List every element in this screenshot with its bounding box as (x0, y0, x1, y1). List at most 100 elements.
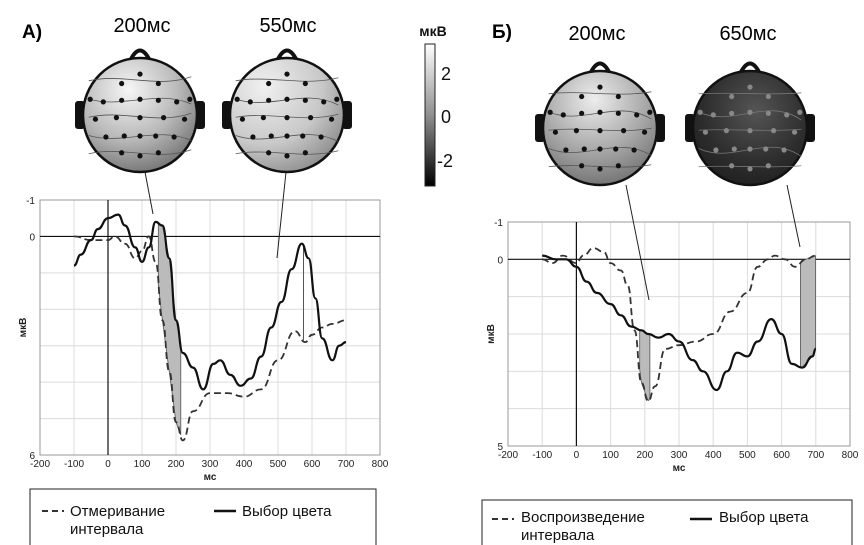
contour-line (548, 91, 652, 95)
electrode-dot (260, 115, 267, 121)
electrode-dot (284, 133, 290, 139)
electrode-dot (284, 115, 290, 121)
electrode-dot (729, 163, 735, 169)
x-tick-label: 400 (236, 459, 253, 470)
electrode-dot (155, 150, 161, 156)
electrode-dot (647, 109, 653, 115)
electrode-dot (137, 96, 143, 102)
electrode-dot (747, 109, 753, 115)
electrode-dot (300, 133, 306, 139)
electrode-dot (713, 147, 719, 153)
erp-chart-a: -200 -100 0 100 200 300 400 500 600 700 800 -1 0 6 мс м… (18, 196, 389, 483)
plot-frame (39, 199, 381, 456)
y-tick-label: -1 (494, 218, 503, 229)
electrode-dot (791, 129, 798, 135)
electrode-dot (266, 80, 272, 87)
electrode-dot (302, 80, 308, 87)
electrode-dot (573, 128, 580, 134)
map-b2-label: 650мс (719, 23, 776, 45)
electrode-dot (597, 146, 603, 152)
electrode-dot (187, 96, 193, 102)
electrode-dot (103, 134, 109, 140)
series-line-dashed (73, 235, 347, 442)
electrode-dot (160, 115, 167, 121)
legend-a-dashed-label-1: Отмеривание (70, 503, 165, 520)
electrode-dot (597, 166, 603, 172)
legend-a-dashed-label-2: интервала (70, 521, 144, 538)
electrode-dot (268, 133, 274, 139)
electrode-dot (763, 146, 769, 152)
electrode-dot (266, 97, 272, 103)
electrode-dot (153, 133, 159, 139)
electrode-dot (247, 99, 253, 105)
leader-line (276, 171, 287, 259)
electrode-dot (702, 129, 709, 135)
electrode-dot (137, 133, 143, 139)
y-tick-label: 0 (29, 232, 35, 243)
electrode-dot (113, 115, 120, 121)
series-line-dashed (542, 247, 816, 403)
electrode-dot (597, 84, 603, 90)
map-b1-label: 200мс (568, 23, 625, 45)
plot-frame (507, 221, 851, 447)
electrode-dot (87, 96, 93, 102)
scalp (691, 69, 809, 187)
electrode-dot (579, 163, 585, 169)
x-axis-title: мс (673, 463, 686, 474)
electrode-dot (284, 96, 290, 102)
x-tick-label: 500 (739, 450, 756, 461)
significance-shade (800, 255, 816, 368)
x-tick-label: 500 (270, 459, 287, 470)
electrode-dot (552, 129, 559, 135)
x-tick-label: -100 (64, 459, 84, 470)
electrode-dot (155, 97, 161, 103)
electrode-dot (729, 110, 735, 116)
electrode-dot (579, 93, 585, 100)
legend-a-solid-label: Выбор цвета (242, 503, 332, 520)
electrode-dot (597, 109, 603, 115)
x-tick-label: -200 (498, 450, 518, 461)
leader-line (144, 171, 154, 215)
colorbar-tick-2: 2 (441, 64, 451, 84)
colorbar-gradient (424, 43, 436, 187)
topomap-b-200 (535, 61, 665, 187)
topomap-b-650 (685, 61, 815, 187)
electrode-dot (302, 150, 308, 156)
contour-line (88, 149, 192, 155)
x-tick-label: -200 (30, 459, 50, 470)
erp-chart-b: -200 -100 0 100 200 300 400 500 600 700 800 -1 0 5 мс м… (486, 218, 859, 474)
x-tick-label: 800 (372, 459, 389, 470)
x-tick-label: 100 (602, 450, 619, 461)
electrode-dot (615, 93, 621, 100)
electrode-dot (613, 146, 619, 152)
electrode-dot (765, 163, 771, 169)
electrode-dot (307, 115, 314, 121)
electrode-dot (137, 115, 143, 121)
electrode-dot (620, 128, 627, 134)
y-tick-label: -1 (26, 196, 35, 207)
scalp (541, 69, 659, 187)
y-tick-label: 6 (29, 451, 35, 462)
electrode-dot (563, 147, 569, 153)
electrode-dot (747, 84, 753, 90)
x-tick-label: -100 (532, 450, 552, 461)
electrode-dot (181, 116, 188, 122)
y-axis-title: мкВ (18, 318, 29, 338)
electrode-dot (723, 128, 730, 134)
y-tick-label: 0 (497, 255, 503, 266)
electrode-dot (797, 109, 803, 115)
series-line-solid (542, 254, 817, 392)
electrode-dot (747, 128, 753, 134)
legend-b: Воспроизведение интервала Выбор цвета (481, 499, 853, 545)
colorbar-tick-neg2: -2 (437, 151, 453, 171)
scalp (81, 56, 199, 174)
map-a1-label: 200мс (113, 15, 170, 37)
electrode-dot (334, 96, 340, 102)
electrode-dot (770, 128, 777, 134)
electrode-dot (731, 146, 737, 152)
x-tick-label: 400 (705, 450, 722, 461)
contour-line (698, 92, 802, 95)
electrode-dot (579, 110, 585, 116)
x-axis-title: мс (204, 472, 217, 483)
